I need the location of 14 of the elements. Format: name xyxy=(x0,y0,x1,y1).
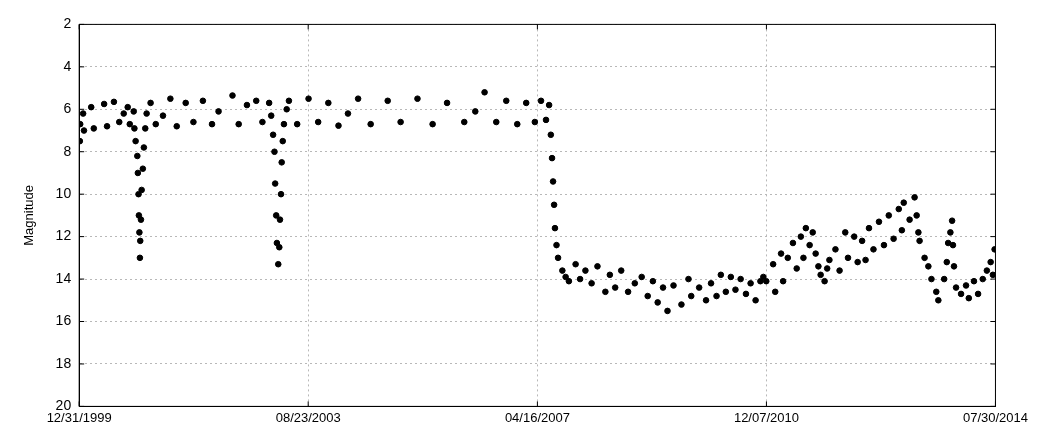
y-tick-label: 4 xyxy=(63,57,72,74)
y-tick-label: 6 xyxy=(63,100,72,117)
x-tick-label: 04/16/2007 xyxy=(504,409,570,425)
y-tick-label: 12 xyxy=(55,227,72,244)
y-tick-label: 18 xyxy=(55,354,72,371)
y-tick-label: 14 xyxy=(55,269,72,286)
y-tick-label: 8 xyxy=(63,142,72,159)
y-tick-label: 2 xyxy=(63,15,72,32)
x-tick-label: 12/07/2010 xyxy=(733,409,799,425)
y-tick-label: 10 xyxy=(55,185,72,202)
y-tick-label: 16 xyxy=(55,312,72,329)
x-tick-label: 08/23/2003 xyxy=(275,409,341,425)
x-tick-label: 07/30/2014 xyxy=(962,409,1029,425)
y-axis-title: Magnitude xyxy=(21,185,37,246)
